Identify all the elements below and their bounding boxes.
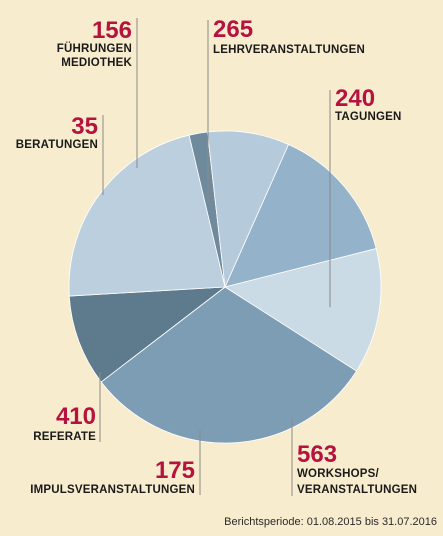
slice-label-2-1: VERANSTALTUNGEN bbox=[297, 484, 417, 496]
slice-label-5-0: BERATUNGEN bbox=[16, 139, 98, 151]
leader-lines bbox=[99, 18, 331, 496]
slice-value-1: 240 bbox=[335, 85, 375, 112]
pie-slices bbox=[68, 130, 382, 444]
slice-value-0: 265 bbox=[213, 16, 253, 43]
slice-value-3: 175 bbox=[155, 457, 195, 484]
slice-label-6-1: MEDIOTHEK bbox=[61, 57, 132, 69]
slice-label-1-0: TAGUNGEN bbox=[335, 111, 402, 123]
slice-label-0-0: LEHRVERANSTALTUNGEN bbox=[213, 44, 365, 56]
pie-slice-4 bbox=[68, 134, 226, 297]
slice-label-4-0: REFERATE bbox=[33, 431, 96, 443]
slice-value-6: 156 bbox=[92, 17, 132, 44]
pie-slice-2 bbox=[100, 286, 357, 444]
slice-value-2: 563 bbox=[297, 441, 337, 468]
slice-label-2-0: WORKSHOPS/ bbox=[297, 468, 379, 480]
slice-label-6-0: FÜHRUNGEN bbox=[57, 42, 132, 55]
pie-slice-0 bbox=[224, 143, 377, 288]
report-period-note: Berichtsperiode: 01.08.2015 bis 31.07.20… bbox=[224, 516, 437, 528]
slice-value-4: 410 bbox=[56, 403, 96, 430]
pie-slice-1 bbox=[224, 248, 382, 372]
slice-value-5: 35 bbox=[71, 113, 98, 140]
slice-label-3-0: IMPULSVERANSTALTUNGEN bbox=[30, 484, 195, 496]
